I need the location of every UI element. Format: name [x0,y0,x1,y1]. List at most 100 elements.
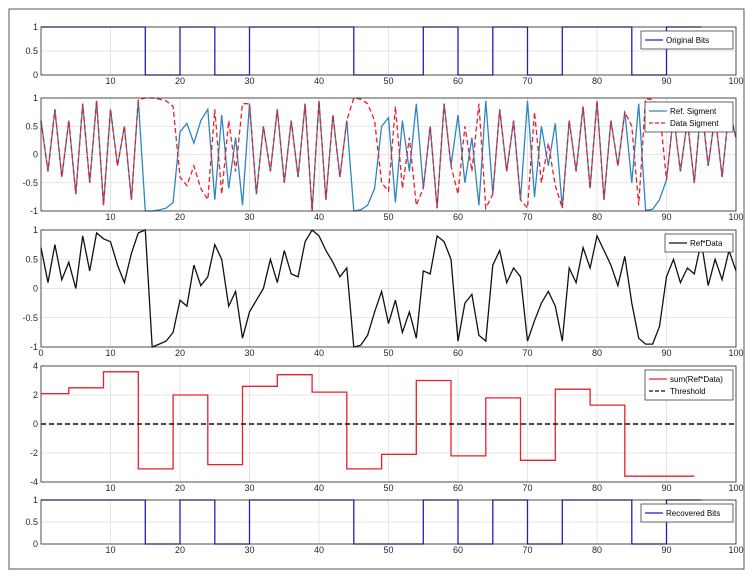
legend-label: Data Sigment [670,119,719,128]
subplot-2: 10 20 30 40 50 60 70 80 90 100 -1 -0.5 0 0.5 1 Ref. Sig… [22,93,743,222]
y-tick-label: 0 [33,539,38,549]
subplot-4: 10 20 30 40 50 60 70 80 90 100 -4 -2 0 2 4 sum(Ref*Data… [30,361,744,493]
legend: Ref*Data [664,233,734,253]
y-tick-label: -0.5 [22,178,38,188]
x-tick-label: 100 [728,545,743,555]
legend: sum(Ref*Data) Threshold [644,369,734,401]
series-line-ref-data [40,229,737,348]
figure-frame [8,8,745,570]
y-tick-label: -4 [30,477,38,487]
legend: Ref. Sigment Data Sigment [644,101,734,133]
x-tick-label: 30 [244,76,254,86]
y-tick-label: 0 [33,419,38,429]
x-tick-label: 50 [383,545,393,555]
y-tick-label: 0.5 [25,46,38,56]
x-tick-label: 0 [38,348,43,358]
y-tick-label: 0.5 [25,121,38,131]
y-tick-label: 0 [33,70,38,80]
x-tick-label: 60 [453,212,463,222]
x-tick-label: 30 [244,483,254,493]
y-tick-label: 0 [33,284,38,294]
x-tick-label: 20 [175,545,185,555]
x-tick-label: 20 [175,212,185,222]
x-tick-label: 70 [522,348,532,358]
legend-box [644,369,734,401]
y-tick-label: 1 [33,22,38,32]
x-tick-label: 50 [383,348,393,358]
x-tick-label: 90 [661,348,671,358]
subplot-1: 10 20 30 40 50 60 70 80 90 100 0 0.5 1 Original Bits [25,22,743,86]
x-tick-label: 60 [453,348,463,358]
x-tick-label: 30 [244,212,254,222]
x-tick-label: 20 [175,76,185,86]
y-tick-label: -1 [30,206,38,216]
y-tick-label: 4 [33,361,38,371]
y-tick-label: 0 [33,150,38,160]
x-tick-label: 60 [453,483,463,493]
x-tick-label: 60 [453,76,463,86]
x-tick-label: 30 [244,545,254,555]
y-tick-label: 0.5 [25,517,38,527]
y-tick-label: -1 [30,342,38,352]
y-tick-label: -2 [30,448,38,458]
y-tick-label: 1 [33,225,38,235]
x-tick-label: 80 [592,76,602,86]
y-tick-label: 1 [33,495,38,505]
x-tick-label: 10 [105,545,115,555]
x-tick-label: 20 [175,348,185,358]
y-tick-label: -0.5 [22,313,38,323]
x-tick-label: 40 [314,348,324,358]
legend-label: Recovered Bits [666,509,720,518]
x-tick-label: 60 [453,545,463,555]
axes-box [40,365,737,483]
legend-label: Ref. Sigment [670,107,717,116]
x-tick-label: 50 [383,212,393,222]
x-tick-label: 90 [661,212,671,222]
legend-label: Ref*Data [690,239,723,248]
x-tick-label: 40 [314,76,324,86]
legend-box [640,503,734,523]
x-tick-label: 70 [522,76,532,86]
x-tick-label: 70 [522,212,532,222]
x-tick-label: 10 [105,483,115,493]
x-tick-label: 40 [314,212,324,222]
legend: Recovered Bits [640,503,734,523]
x-tick-label: 100 [728,483,743,493]
legend-label: sum(Ref*Data) [670,375,723,384]
x-tick-label: 10 [105,348,115,358]
x-tick-label: 40 [314,545,324,555]
x-tick-label: 80 [592,348,602,358]
legend: Original Bits [640,30,734,50]
x-tick-label: 90 [661,483,671,493]
x-tick-label: 70 [522,483,532,493]
x-tick-label: 100 [728,212,743,222]
y-tick-label: 0.5 [25,254,38,264]
series-line-sum-ref-data- [41,371,695,477]
x-tick-label: 90 [661,76,671,86]
x-tick-label: 80 [592,483,602,493]
subplot-5: 10 20 30 40 50 60 70 80 90 100 0 0.5 1 Recovered Bits [25,495,743,555]
x-tick-label: 50 [383,483,393,493]
x-tick-label: 40 [314,483,324,493]
x-tick-label: 20 [175,483,185,493]
legend-box [644,101,734,133]
x-tick-label: 100 [728,348,743,358]
legend-label: Threshold [670,387,706,396]
y-tick-label: 2 [33,390,38,400]
subplot-3: 0 10 20 30 40 50 60 70 80 90 100 -1 -0.5 0 0.5 1 Ref*Dat… [22,225,743,358]
x-tick-label: 70 [522,545,532,555]
x-tick-label: 50 [383,76,393,86]
x-tick-label: 30 [244,348,254,358]
axes-box [40,229,737,348]
legend-label: Original Bits [666,36,709,45]
x-tick-label: 90 [661,545,671,555]
legend-box [664,233,734,253]
series-line-data-sigment [40,97,737,212]
legend-box [640,30,734,50]
x-tick-label: 100 [728,76,743,86]
axes-box [40,26,737,76]
y-tick-label: 1 [33,93,38,103]
axes-box [40,499,737,545]
axes-box [40,97,737,212]
